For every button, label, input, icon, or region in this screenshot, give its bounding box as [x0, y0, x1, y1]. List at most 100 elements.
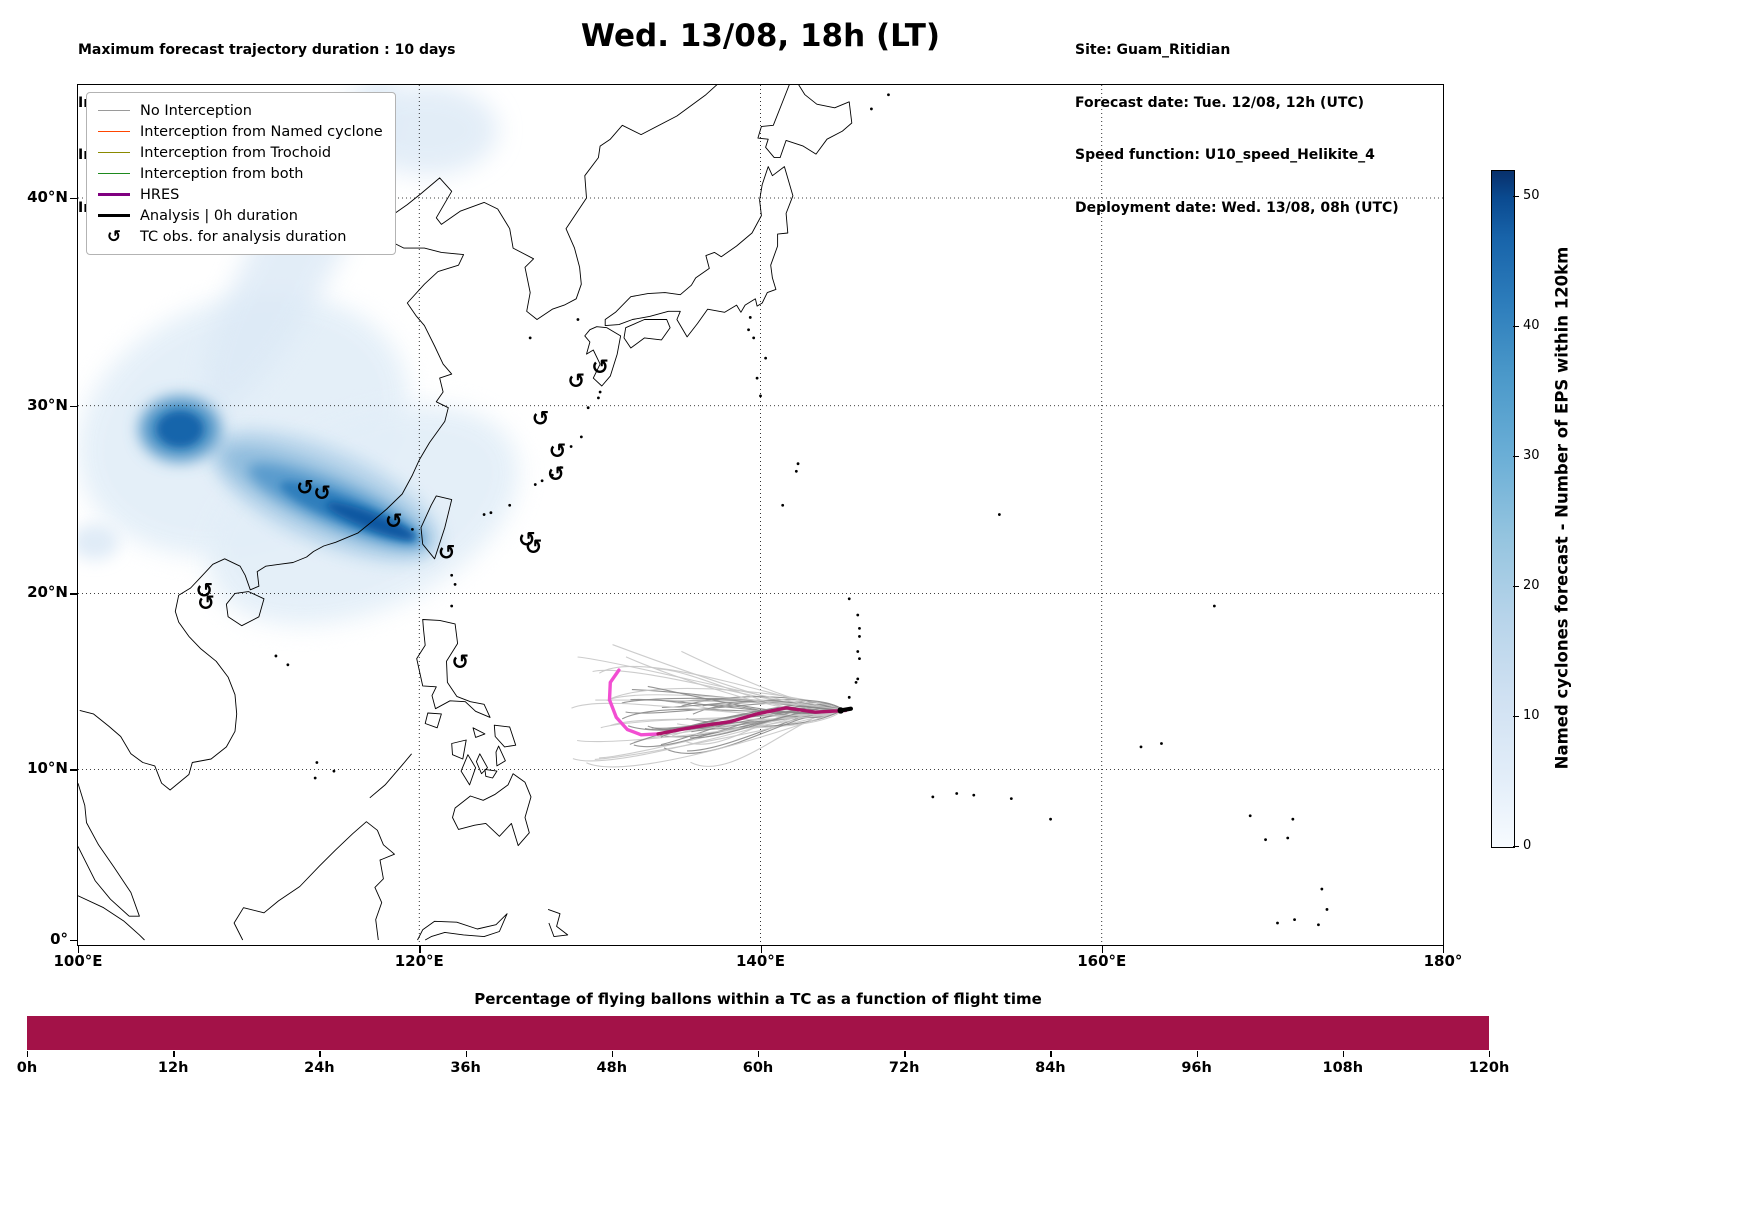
island-dot: [972, 793, 976, 797]
island-dot: [1248, 814, 1252, 818]
island-dot: [598, 390, 602, 394]
colorbar-tick-label: 0: [1523, 838, 1532, 853]
island-dot: [1317, 923, 1320, 927]
legend-line-sample: [97, 192, 131, 197]
flight-time-tick-mark: [27, 1051, 29, 1057]
ensemble-trajectory: [586, 709, 843, 768]
island-dot: [1286, 836, 1290, 840]
island-dot: [533, 483, 537, 486]
island-dot: [847, 597, 851, 601]
flight-time-tick-label: 0h: [16, 1060, 38, 1076]
island-dot: [274, 654, 278, 658]
island-dot: [1291, 817, 1295, 821]
island-dot: [1320, 887, 1324, 891]
island-dot: [489, 511, 493, 515]
y-tick-mark: [70, 405, 77, 408]
tc-obs-icon: ↺: [313, 481, 331, 505]
flight-time-tick-mark: [465, 1051, 467, 1057]
legend-item: Interception from Named cyclone: [97, 121, 383, 142]
colorbar-tick-label: 10: [1523, 708, 1540, 723]
island-dot: [887, 93, 890, 97]
x-tick-mark: [419, 946, 421, 953]
coastline: [475, 753, 488, 775]
colorbar-tick-label: 40: [1523, 318, 1540, 333]
coastline: [604, 166, 794, 338]
legend-line-swatch: [98, 130, 130, 133]
island-dot: [796, 462, 800, 466]
tc-obs-icon: ↺: [296, 475, 314, 499]
island-dot: [764, 356, 768, 360]
legend-line-swatch: [98, 109, 130, 112]
island-dot: [856, 677, 860, 681]
flight-time-tick-label: 84h: [1035, 1060, 1066, 1076]
tc-obs-icon: ↺: [438, 540, 456, 564]
island-dot: [1049, 817, 1052, 821]
legend-line-swatch: [98, 172, 130, 175]
legend-label: TC obs. for analysis duration: [140, 228, 347, 245]
hres-trajectory: [607, 668, 660, 737]
y-tick-label: 20°N: [27, 583, 68, 602]
coastline: [416, 619, 491, 718]
legend-label: Interception from Named cyclone: [140, 123, 383, 140]
coastline: [452, 773, 532, 847]
tc-obs-icon: ↺: [532, 406, 550, 430]
gridlines: [78, 85, 1443, 945]
island-dot: [559, 466, 563, 469]
island-dot: [576, 318, 580, 321]
legend-label: Analysis | 0h duration: [140, 207, 298, 224]
legend-item: No Interception: [97, 100, 383, 121]
island-dot: [540, 479, 544, 483]
ensemble-trajectory: [611, 694, 843, 711]
flight-time-tick-label: 36h: [450, 1060, 481, 1076]
balloon-chart-title: Percentage of flying ballons within a TC…: [474, 990, 1042, 1008]
ensemble-trajectory: [594, 709, 843, 760]
legend-line-sample: [97, 109, 131, 112]
legend-label: No Interception: [140, 102, 252, 119]
colorbar-tick-mark: [1513, 846, 1519, 848]
legend-item: HRES: [97, 184, 383, 205]
main-trajectories: [607, 668, 853, 737]
info-line: Deployment date: Wed. 13/08, 08h (UTC): [1075, 199, 1399, 216]
coastline: [623, 319, 671, 349]
flight-time-tick-label: 72h: [888, 1060, 920, 1076]
island-dot: [1293, 918, 1296, 922]
flight-time-tick-mark: [1489, 1051, 1491, 1057]
island-dot: [569, 445, 573, 448]
info-line: Forecast date: Tue. 12/08, 12h (UTC): [1075, 94, 1365, 111]
colorbar: [1491, 170, 1515, 848]
legend-line-sample: [97, 172, 131, 175]
coastline: [424, 712, 442, 729]
y-tick-label: 30°N: [27, 395, 68, 414]
coastline: [233, 821, 395, 941]
page-title: Wed. 13/08, 18h (LT): [580, 18, 941, 54]
flight-time-tick-label: 48h: [596, 1060, 628, 1076]
legend-label: Interception from Trochoid: [140, 144, 332, 161]
flight-time-tick-mark: [319, 1051, 321, 1057]
coastline: [78, 895, 145, 941]
flight-time-tick-mark: [758, 1051, 760, 1057]
coastline: [757, 85, 853, 159]
coastline: [484, 768, 498, 779]
balloon-percentage-bar: [27, 1016, 1489, 1050]
y-tick-label: 0°: [50, 930, 68, 948]
x-tick-mark: [1443, 946, 1445, 953]
island-dot: [1160, 742, 1163, 745]
coastlines: [78, 85, 1329, 941]
x-tick-mark: [760, 946, 762, 953]
ensemble-trajectory: [610, 709, 843, 727]
island-dot: [755, 376, 759, 380]
coastline: [417, 913, 508, 941]
cyclone-symbol-icon: ↺: [106, 226, 122, 247]
colorbar-tick-mark: [1513, 326, 1519, 328]
x-tick-label: 140°E: [735, 952, 786, 970]
colorbar-tick-label: 50: [1523, 188, 1540, 203]
x-tick-label: 120°E: [394, 952, 444, 970]
y-tick-mark: [70, 197, 77, 200]
coastline: [495, 745, 506, 767]
coastline: [451, 739, 467, 760]
island-dot: [508, 503, 512, 507]
x-tick-label: 160°E: [1077, 952, 1127, 970]
colorbar-tick-mark: [1513, 196, 1519, 198]
island-dot: [579, 435, 583, 439]
